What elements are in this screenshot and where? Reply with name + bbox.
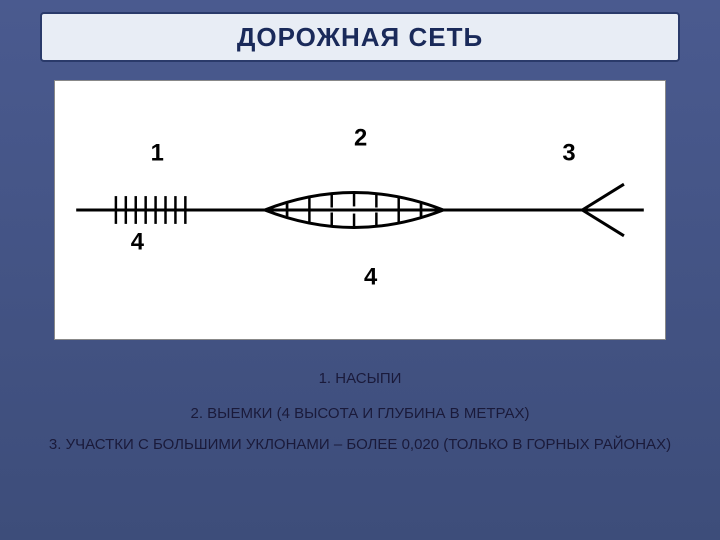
title-box: ДОРОЖНАЯ СЕТЬ xyxy=(40,12,680,62)
diagram-container: 1 2 3 4 4 xyxy=(54,80,666,340)
caption-1: 1. НАСЫПИ xyxy=(40,370,680,387)
caption-area: 1. НАСЫПИ 2. ВЫЕМКИ (4 ВЫСОТА И ГЛУБИНА … xyxy=(40,370,680,467)
label-2: 2 xyxy=(354,125,367,152)
label-1: 1 xyxy=(151,139,164,166)
page-title: ДОРОЖНАЯ СЕТЬ xyxy=(237,22,483,53)
label-3: 3 xyxy=(562,139,575,166)
label-4b: 4 xyxy=(364,263,378,290)
label-4a: 4 xyxy=(131,229,145,256)
caption-2: 2. ВЫЕМКИ (4 ВЫСОТА И ГЛУБИНА В МЕТРАХ) xyxy=(40,405,680,422)
caption-3: 3. УЧАСТКИ С БОЛЬШИМИ УКЛОНАМИ – БОЛЕЕ 0… xyxy=(40,436,680,453)
road-network-diagram: 1 2 3 4 4 xyxy=(55,81,665,339)
